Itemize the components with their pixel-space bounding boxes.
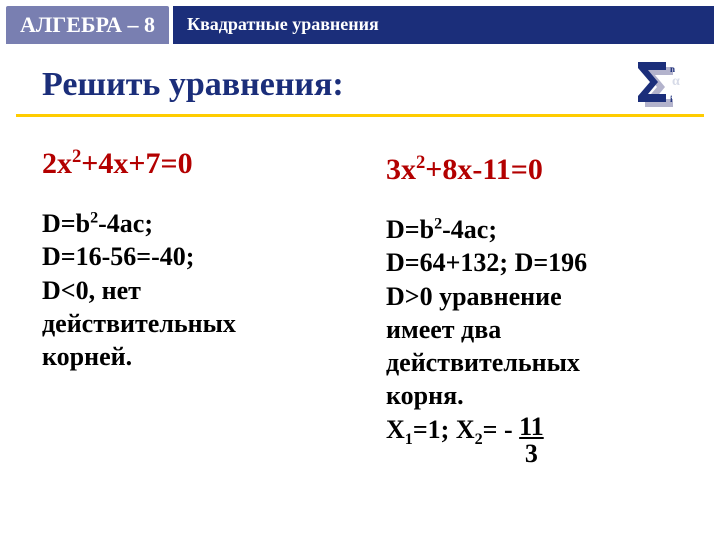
sol-line: -4ac; (98, 209, 153, 238)
sol-line: действительных (42, 309, 236, 338)
roots-line: Х1=1; Х2= - 113 (386, 415, 544, 444)
fraction-denominator: 3 (519, 440, 544, 467)
svg-text:n: n (670, 64, 675, 74)
fraction: 113 (519, 413, 544, 468)
sol-line: D=16-56=-40; (42, 242, 194, 271)
eq-text: +4х+7=0 (81, 147, 192, 180)
eq-text: 2х (42, 147, 72, 180)
sol-line: действительных (386, 348, 580, 377)
sol-line: D>0 уравнение (386, 282, 562, 311)
subject-tab: АЛГЕБРА – 8 (6, 6, 169, 44)
right-column: 3х2+8х-11=0 D=b2-4ac; D=64+132; D=196 D>… (386, 147, 708, 467)
page-title: Решить уравнения: (42, 66, 344, 104)
eq-sup: 2 (72, 146, 81, 167)
sol-line: D=b (42, 209, 90, 238)
header-bar: АЛГЕБРА – 8 Квадратные уравнения (6, 6, 714, 44)
title-row: Решить уравнения: n i α (0, 44, 720, 110)
sol-line: корней. (42, 342, 132, 371)
left-column: 2х2+4х+7=0 D=b2-4ac; D=16-56=-40; D<0, н… (42, 147, 364, 467)
roots-text: =1; Х (413, 415, 475, 444)
sol-line: -4ac; (442, 215, 497, 244)
sigma-icon: n i α (636, 62, 688, 108)
fraction-numerator: 11 (519, 413, 544, 440)
sol-line: D=b (386, 215, 434, 244)
eq-text: +8х-11=0 (425, 153, 543, 186)
roots-sub: 1 (405, 431, 413, 448)
equation-right: 3х2+8х-11=0 (386, 153, 708, 187)
eq-text: 3х (386, 153, 416, 186)
roots-sub: 2 (475, 431, 483, 448)
eq-sup: 2 (416, 152, 425, 173)
roots-text: Х (386, 415, 405, 444)
sol-sup: 2 (90, 209, 98, 226)
content: 2х2+4х+7=0 D=b2-4ac; D=16-56=-40; D<0, н… (0, 117, 720, 467)
equation-left: 2х2+4х+7=0 (42, 147, 364, 181)
sol-line: D=64+132; D=196 (386, 248, 587, 277)
sol-sup: 2 (434, 215, 442, 232)
sol-line: D<0, нет (42, 276, 141, 305)
topic-bar: Квадратные уравнения (173, 6, 714, 44)
sol-line: имеет два (386, 315, 501, 344)
solution-right: D=b2-4ac; D=64+132; D=196 D>0 уравнение … (386, 213, 708, 467)
svg-text:α: α (672, 74, 680, 89)
roots-text: = - (483, 415, 519, 444)
sol-line: корня. (386, 381, 464, 410)
solution-left: D=b2-4ac; D=16-56=-40; D<0, нет действит… (42, 207, 364, 373)
